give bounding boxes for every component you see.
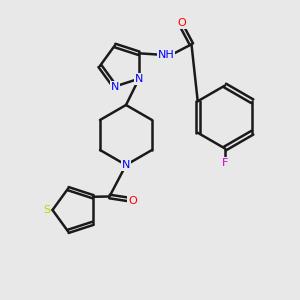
- Text: O: O: [128, 196, 137, 206]
- Text: N: N: [135, 74, 143, 84]
- Text: F: F: [222, 158, 228, 168]
- Text: N: N: [122, 160, 130, 170]
- Text: N: N: [111, 82, 119, 92]
- Text: NH: NH: [158, 50, 174, 60]
- Text: O: O: [178, 18, 186, 28]
- Text: S: S: [43, 205, 50, 215]
